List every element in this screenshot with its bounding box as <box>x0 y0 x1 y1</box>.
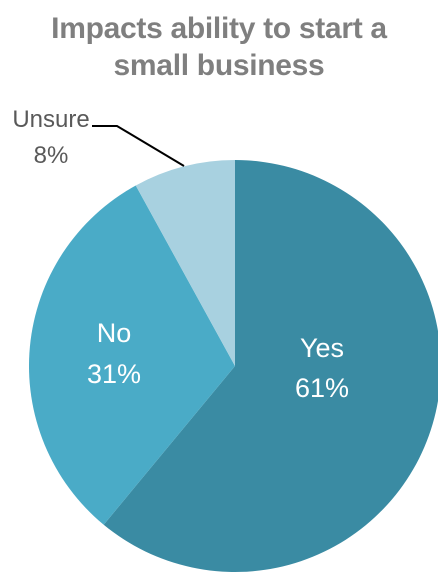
slice-value-yes: 61% <box>295 373 349 403</box>
chart-title-line-2: small business <box>113 49 325 82</box>
slice-label-unsure: Unsure <box>12 106 89 133</box>
pie-slice-yes <box>103 160 438 572</box>
pie-slices <box>28 160 438 572</box>
pie-slice-no <box>28 185 236 525</box>
unsure-leader-line <box>92 125 185 167</box>
chart-title-line-1: Impacts ability to start a <box>51 12 387 45</box>
slice-value-unsure: 8% <box>34 142 69 169</box>
slice-label-no: No <box>97 318 132 348</box>
slice-label-yes: Yes <box>300 333 344 363</box>
slice-value-no: 31% <box>87 359 141 389</box>
pie-slice-unsure <box>135 160 235 366</box>
chart-title: Impacts ability to start a small busines… <box>0 10 438 84</box>
